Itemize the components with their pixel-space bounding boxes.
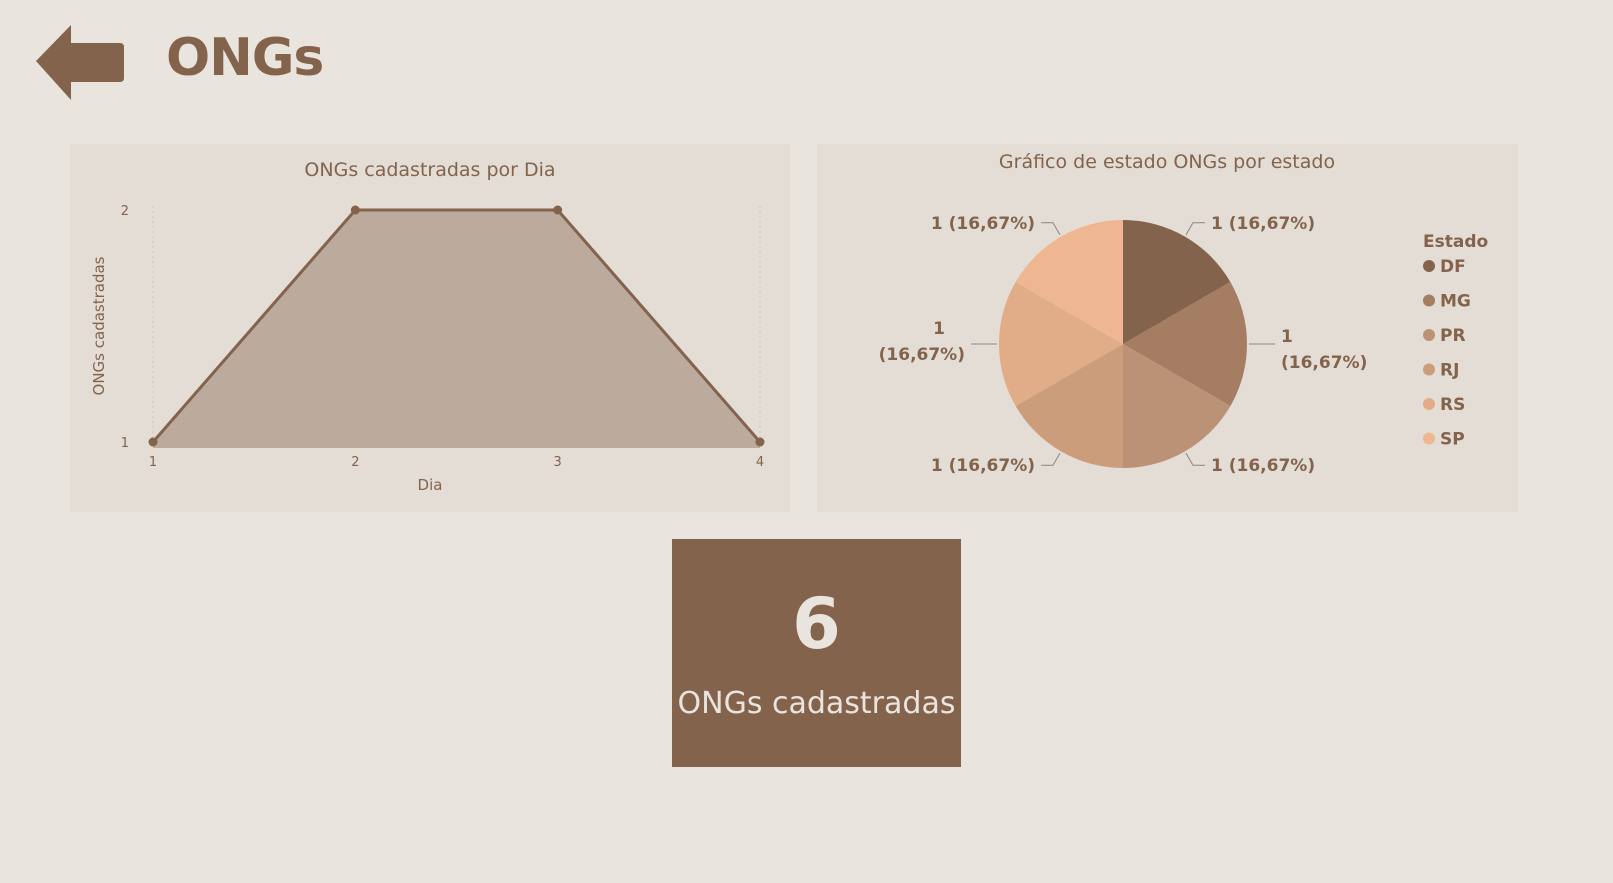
legend-item-sp[interactable]: SP	[1440, 430, 1465, 450]
pie-chart-card: Gráfico de estado ONGs por estado Estado…	[817, 144, 1518, 512]
data-point[interactable]	[148, 437, 158, 447]
series-line	[151, 208, 762, 443]
slice-label: 1 (16,67%)	[1281, 327, 1367, 373]
x-tick-label: 4	[756, 455, 764, 470]
legend-marker	[1423, 398, 1435, 410]
slice-label: 1 (16,67%)	[1211, 214, 1315, 234]
pie-chart-title: Gráfico de estado ONGs por estado	[999, 151, 1335, 173]
legend-item-rs[interactable]: RS	[1440, 395, 1465, 415]
legend-marker	[1423, 363, 1435, 376]
leader-line	[1041, 222, 1061, 236]
data-point[interactable]	[350, 205, 360, 215]
pie-chart: Gráfico de estado ONGs por estado Estado…	[879, 151, 1489, 476]
legend-marker	[1423, 432, 1435, 445]
line-chart: ONGs cadastradas por Dia Dia ONGs cadast…	[90, 159, 765, 494]
legend-item-mg[interactable]: MG	[1440, 292, 1471, 312]
leader-line	[1041, 452, 1061, 466]
kpi-card: 6 ONGs cadastradas	[672, 539, 961, 767]
pie-slice-sp[interactable]	[1015, 220, 1123, 344]
y-tick-label: 2	[121, 204, 129, 219]
slice-label: 1 (16,67%)	[1211, 456, 1315, 476]
pie-slice-mg[interactable]	[1123, 282, 1247, 406]
slice-label: 1 (16,67%)	[879, 319, 965, 365]
page-title: ONGs	[166, 28, 324, 88]
x-tick-label: 3	[554, 455, 562, 470]
pie-slice-df[interactable]	[1123, 220, 1231, 344]
arrow-left-icon	[36, 25, 124, 100]
leader-line	[1185, 452, 1205, 466]
y-tick-label: 1	[121, 436, 129, 451]
legend-marker	[1423, 260, 1435, 272]
legend-marker	[1423, 329, 1435, 341]
slice-label: 1 (16,67%)	[931, 456, 1035, 476]
y-axis-title: ONGs cadastradas	[90, 256, 108, 395]
pie-slice-pr[interactable]	[1123, 344, 1231, 468]
leader-line	[1185, 222, 1205, 236]
pie-slice-rs[interactable]	[999, 282, 1123, 406]
slice-label: 1 (16,67%)	[931, 214, 1035, 234]
back-button[interactable]	[34, 22, 128, 102]
line-chart-title: ONGs cadastradas por Dia	[304, 159, 555, 181]
kpi-value: 6	[792, 583, 841, 665]
legend-item-rj[interactable]: RJ	[1440, 361, 1459, 381]
legend-item-pr[interactable]: PR	[1440, 326, 1466, 346]
x-tick-label: 2	[351, 455, 359, 470]
data-point[interactable]	[553, 205, 563, 215]
data-point[interactable]	[755, 437, 765, 447]
area-fill	[153, 210, 760, 448]
pie-slice-rj[interactable]	[1015, 344, 1123, 468]
x-tick-label: 1	[149, 455, 157, 470]
kpi-label: ONGs cadastradas	[677, 686, 956, 721]
line-chart-card: ONGs cadastradas por Dia Dia ONGs cadast…	[70, 144, 790, 512]
legend-marker	[1423, 294, 1435, 307]
x-axis-title: Dia	[418, 476, 443, 494]
legend-title: Estado	[1423, 232, 1488, 252]
legend-item-df[interactable]: DF	[1440, 257, 1466, 277]
